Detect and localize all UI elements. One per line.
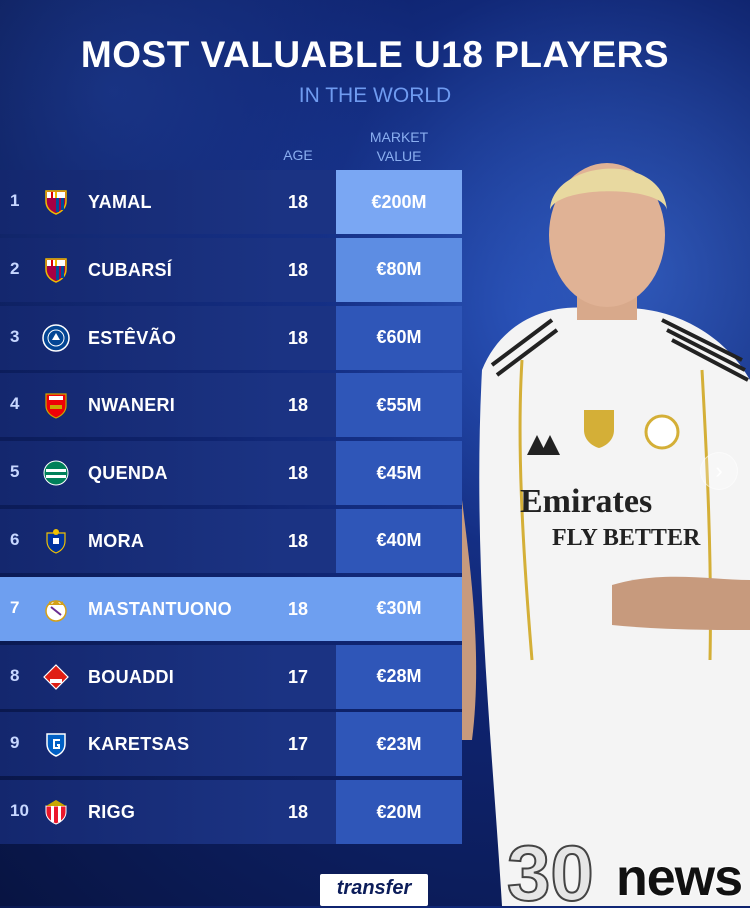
sporting-crest-icon bbox=[43, 460, 69, 486]
table-row: 2 CUBARSÍ 18 €80M bbox=[0, 237, 462, 302]
table-row: 9 KARETSAS 17 €23M bbox=[0, 712, 462, 777]
player-age: 18 bbox=[287, 598, 309, 619]
real-madrid-crest-icon bbox=[45, 599, 67, 622]
market-value: €23M bbox=[336, 712, 462, 777]
column-header-age: AGE bbox=[283, 147, 313, 163]
svg-text:Emirates: Emirates bbox=[520, 483, 652, 520]
market-value: €55M bbox=[336, 373, 462, 438]
column-header-market-value-line2: VALUE bbox=[376, 148, 422, 164]
market-value: €20M bbox=[336, 780, 462, 845]
player-name: ESTÊVÃO bbox=[88, 327, 177, 348]
market-value: €28M bbox=[336, 644, 462, 709]
player-age: 17 bbox=[287, 734, 309, 755]
rank: 8 bbox=[10, 665, 20, 685]
player-name: NWANERI bbox=[88, 395, 176, 416]
porto-crest-icon bbox=[46, 528, 66, 554]
rank: 6 bbox=[10, 529, 20, 549]
player-name: KARETSAS bbox=[88, 734, 190, 755]
sunderland-crest-icon bbox=[45, 800, 67, 825]
market-value: €30M bbox=[336, 576, 462, 641]
chelsea-crest-icon bbox=[42, 323, 70, 352]
page-subtitle: IN THE WORLD bbox=[298, 84, 452, 107]
lille-crest-icon bbox=[43, 663, 69, 690]
rank: 10 bbox=[10, 801, 29, 821]
player-photo: Emirates FLY BETTER 30 bbox=[462, 163, 750, 906]
market-value: €60M bbox=[336, 305, 462, 370]
svg-text:FLY BETTER: FLY BETTER bbox=[552, 525, 701, 551]
market-value: €200M bbox=[336, 170, 462, 234]
table-row: 8 BOUADDI 17 €28M bbox=[0, 644, 462, 709]
ranking-table: 1 YAMAL 18 €200M 2 CUBARSÍ 18 €80M 3 EST… bbox=[0, 170, 462, 848]
player-name: MORA bbox=[88, 530, 145, 551]
player-age: 17 bbox=[287, 666, 309, 687]
rank: 1 bbox=[10, 191, 20, 210]
barcelona-crest-icon bbox=[45, 258, 67, 283]
player-age: 18 bbox=[287, 530, 309, 551]
table-row: 6 MORA 18 €40M bbox=[0, 508, 462, 573]
rank: 2 bbox=[10, 258, 20, 278]
player-name: QUENDA bbox=[88, 463, 168, 484]
player-name: BOUADDI bbox=[88, 666, 175, 687]
genk-crest-icon bbox=[46, 733, 66, 758]
player-age: 18 bbox=[287, 395, 309, 416]
table-row: 5 QUENDA 18 €45M bbox=[0, 441, 462, 506]
rank: 7 bbox=[10, 597, 20, 617]
transfermarkt-logo: transfer markt bbox=[320, 874, 428, 906]
market-value: €40M bbox=[336, 508, 462, 573]
player-name: CUBARSÍ bbox=[88, 259, 173, 280]
player-age: 18 bbox=[287, 327, 309, 348]
rank: 5 bbox=[10, 462, 20, 482]
table-row-highlighted: 7 MASTANTUONO 18 €30M bbox=[0, 576, 462, 641]
player-name: YAMAL bbox=[88, 192, 152, 212]
rank: 4 bbox=[10, 394, 20, 414]
player-age: 18 bbox=[287, 463, 309, 484]
table-row: 1 YAMAL 18 €200M bbox=[0, 170, 462, 234]
player-age: 18 bbox=[287, 802, 309, 823]
svg-text:30: 30 bbox=[507, 829, 594, 906]
table-row: 4 NWANERI 18 €55M bbox=[0, 373, 462, 438]
column-header-market-value: MARKET VALUE bbox=[340, 128, 458, 166]
rank: 3 bbox=[10, 326, 20, 346]
table-row: 3 ESTÊVÃO 18 €60M bbox=[0, 305, 462, 370]
table-row: 10 RIGG 18 €20M bbox=[0, 780, 462, 845]
rank: 9 bbox=[10, 733, 20, 753]
market-value: €80M bbox=[336, 237, 462, 302]
market-value: €45M bbox=[336, 441, 462, 506]
page-title: MOST VALUABLE U18 PLAYERS bbox=[80, 34, 670, 75]
player-name: RIGG bbox=[88, 802, 136, 823]
player-age: 18 bbox=[287, 192, 309, 212]
next-slide-button[interactable]: › bbox=[700, 452, 738, 490]
news-watermark: news bbox=[616, 849, 743, 907]
player-age: 18 bbox=[287, 259, 309, 280]
arsenal-crest-icon bbox=[45, 393, 67, 420]
barcelona-crest-icon bbox=[45, 190, 67, 215]
player-name: MASTANTUONO bbox=[88, 598, 232, 619]
column-header-market-value-line1: MARKET bbox=[369, 129, 429, 145]
